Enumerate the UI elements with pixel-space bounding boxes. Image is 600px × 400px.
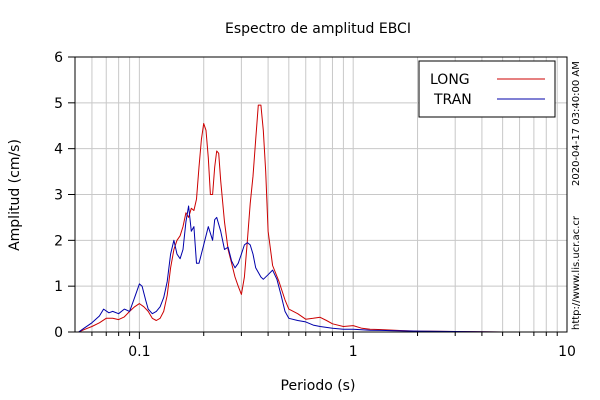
legend: LONG TRAN xyxy=(418,60,556,118)
y-tick-label: 4 xyxy=(54,142,63,158)
y-axis-label: Amplitud (cm/s) xyxy=(7,139,23,251)
y-tick-label: 3 xyxy=(54,188,63,204)
timestamp-label: 2020-04-17 03:40:00 AM xyxy=(571,61,582,186)
y-tick-label: 5 xyxy=(54,96,63,112)
x-tick-label: 10 xyxy=(558,344,576,360)
grid-lines xyxy=(75,57,567,332)
y-tick-label: 0 xyxy=(54,325,63,341)
y-tick-label: 6 xyxy=(54,50,63,66)
series-layer xyxy=(78,104,567,333)
x-axis-label: Periodo (s) xyxy=(281,378,356,394)
source-url: http://www.lis.ucr.ac.cr xyxy=(571,216,582,330)
legend-label-tran: TRAN xyxy=(433,92,472,108)
x-tick-label: 1 xyxy=(349,344,358,360)
x-tick-label: 0.1 xyxy=(128,344,150,360)
series-line-tran xyxy=(78,205,567,333)
chart-title: Espectro de amplitud EBCI xyxy=(225,21,411,37)
legend-label-long: LONG xyxy=(430,72,470,88)
series-line-long xyxy=(78,104,567,333)
legend-box xyxy=(418,60,556,118)
axis-ticks: 0 1 2 3 4 5 6 0.1 1 10 xyxy=(54,50,576,360)
y-tick-label: 1 xyxy=(54,279,63,295)
y-tick-label: 2 xyxy=(54,233,63,249)
